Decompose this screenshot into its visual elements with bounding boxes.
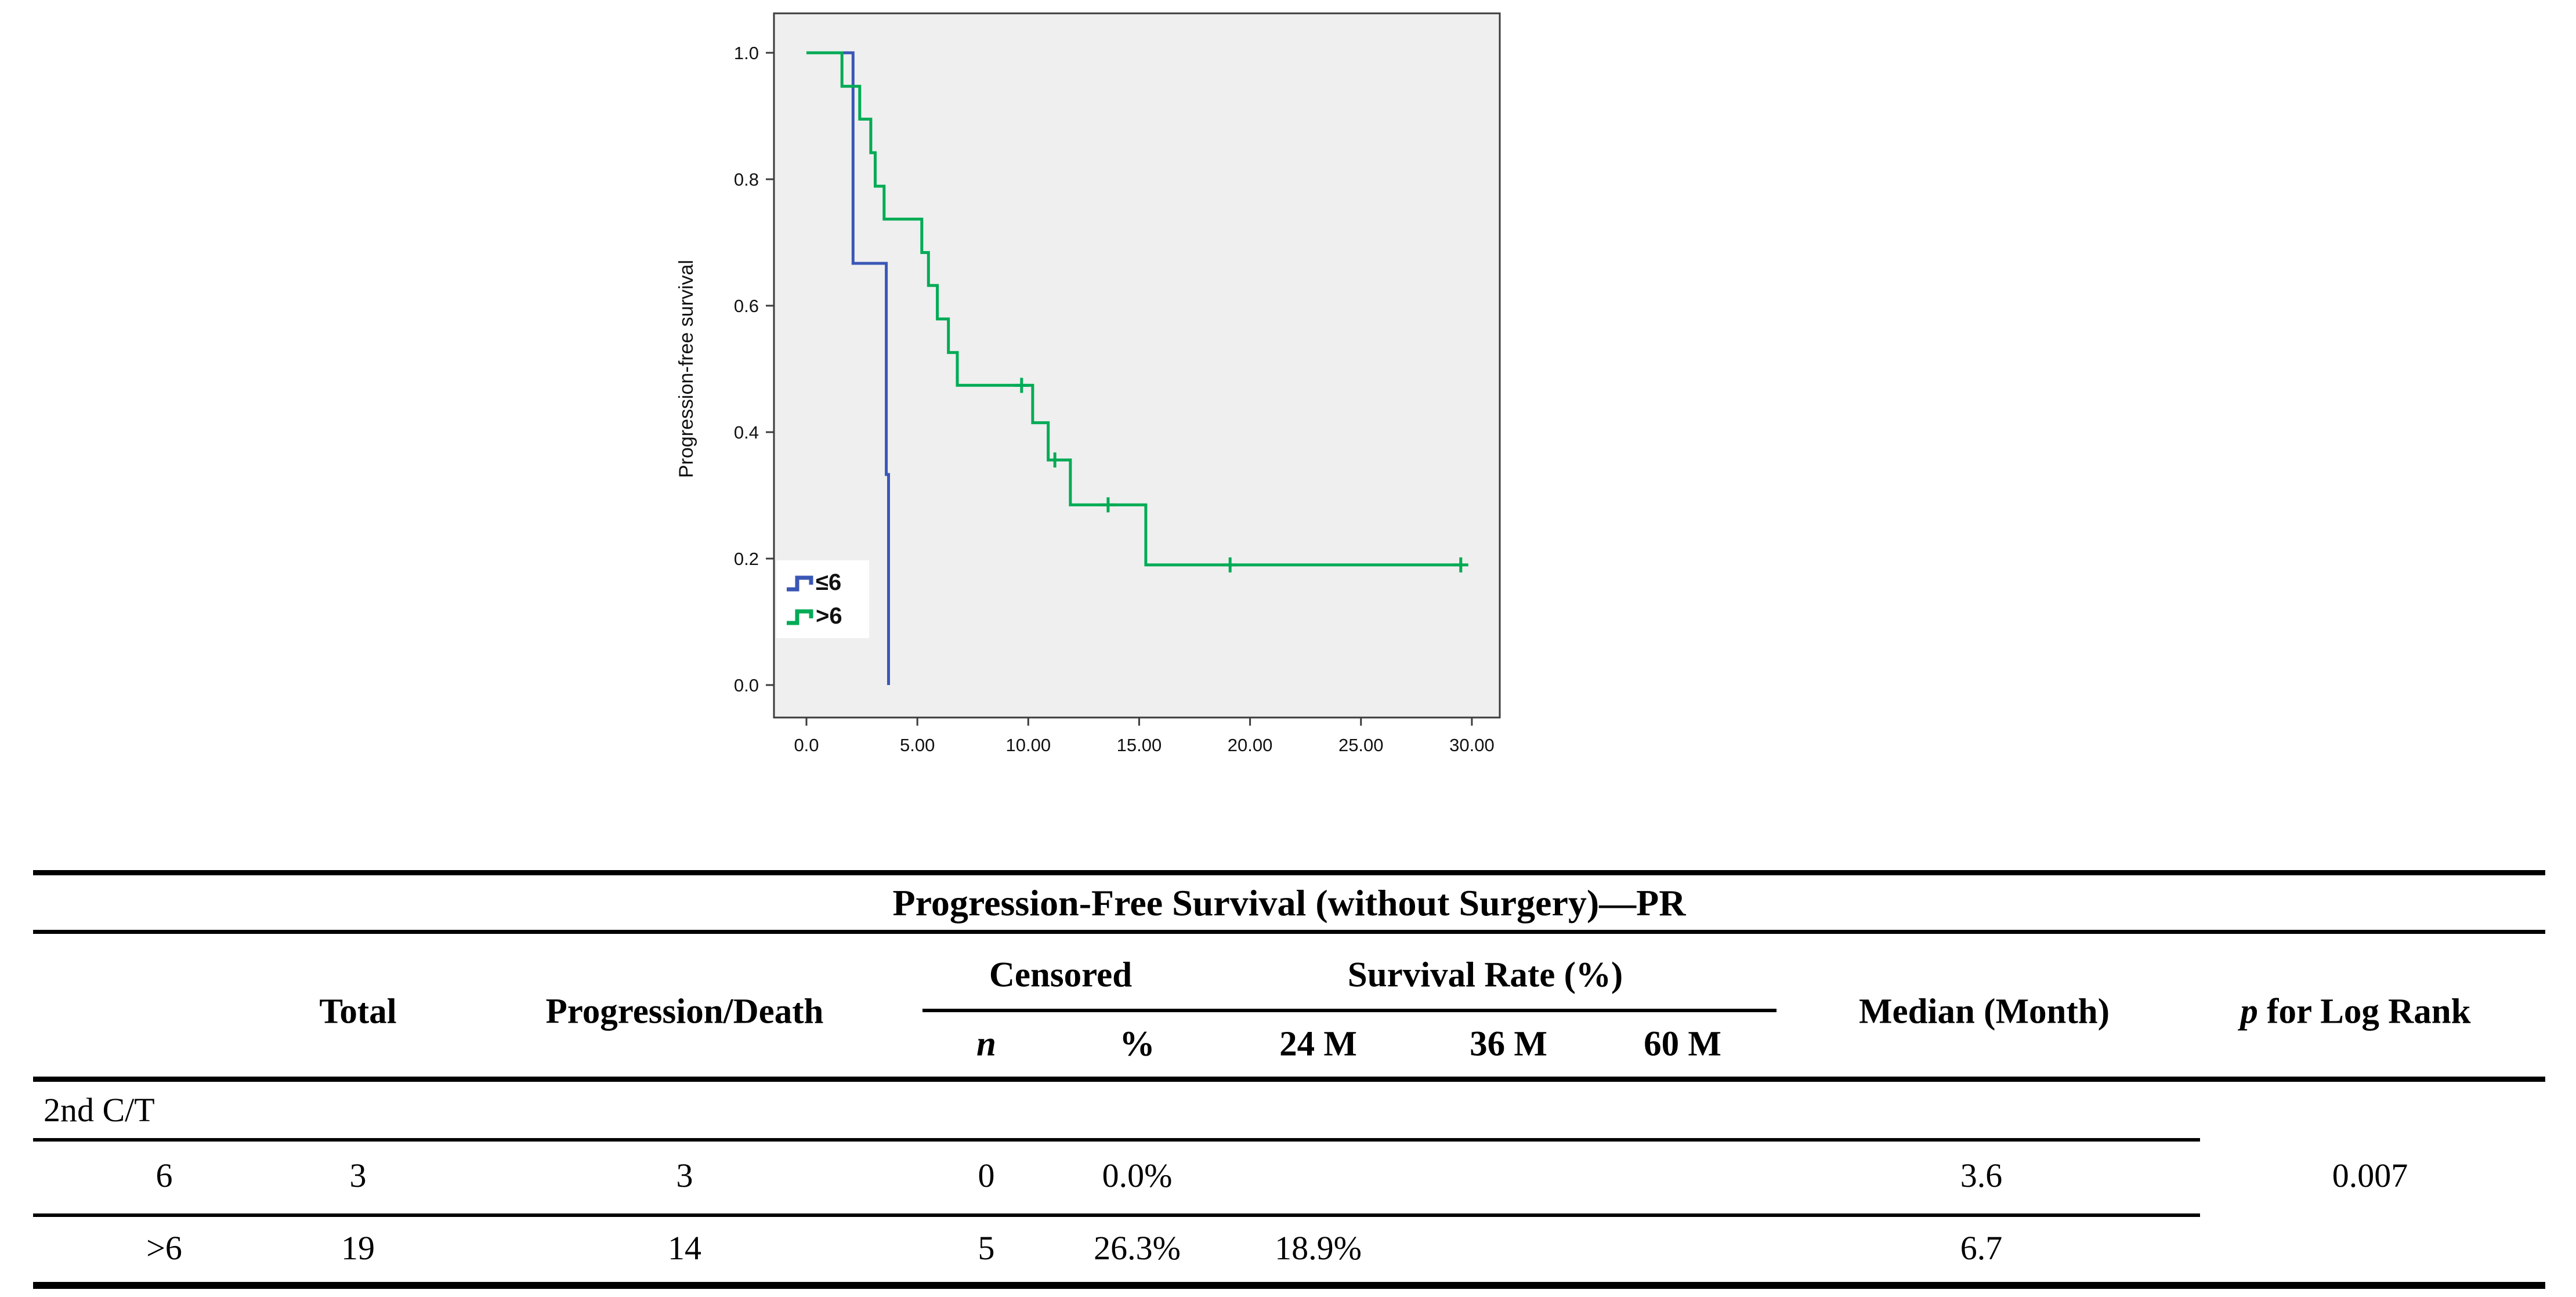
row2-24m: 18.9% [1275, 1229, 1362, 1267]
p-italic: p [2240, 992, 2258, 1031]
x-tick-label: 10.00 [1006, 735, 1051, 755]
row1-label: 6 [155, 1157, 173, 1194]
col-header-n: n [976, 1024, 996, 1064]
row2-label: >6 [146, 1229, 182, 1267]
row2-median: 6.7 [1960, 1229, 2003, 1267]
row1-censored-pct: 0.0% [1102, 1157, 1173, 1194]
col-header-censored: Censored [989, 955, 1133, 995]
group-underline-rule [922, 1009, 1777, 1012]
legend-label: >6 [816, 603, 842, 629]
col-header-p-log-rank: p for Log Rank [2240, 994, 2470, 1030]
group-row-label: 2nd C/T [44, 1091, 155, 1129]
row2-total: 19 [341, 1229, 375, 1267]
y-tick-label: 0.2 [734, 549, 759, 569]
col-header-median: Median (Month) [1858, 992, 2110, 1031]
legend-box [776, 560, 869, 638]
row1-censored-n: 0 [978, 1157, 995, 1194]
table-title: Progression-Free Survival (without Surge… [892, 882, 1686, 923]
row1-total: 3 [349, 1157, 367, 1194]
km-chart-svg: 0.0 5.00 10.00 15.00 20.00 25.00 30.00 0.0 0.2 0.… [675, 12, 1501, 755]
title-underline-rule [33, 930, 2545, 934]
p-rest: for Log Rank [2257, 992, 2471, 1031]
km-chart: 0.0 5.00 10.00 15.00 20.00 25.00 30.00 0.0 0.2 0.… [667, 0, 1537, 812]
row2-censored-pct: 26.3% [1094, 1229, 1181, 1267]
y-tick-label: 0.0 [734, 675, 759, 695]
legend-symbol [787, 575, 813, 592]
row1-median: 3.6 [1960, 1157, 2003, 1194]
row-divider-2 [33, 1213, 2200, 1217]
row-divider-1 [33, 1138, 2200, 1142]
plot-area [773, 12, 1501, 719]
col-header-36m: 36 M [1470, 1024, 1547, 1064]
row2-prog-death: 14 [668, 1229, 701, 1267]
header-bottom-rule [33, 1077, 2545, 1082]
col-header-progression-death: Progression/Death [545, 992, 824, 1031]
legend-symbol [787, 609, 813, 625]
y-tick-label: 0.4 [734, 422, 759, 443]
x-tick-label: 30.00 [1449, 735, 1495, 755]
row1-prog-death: 3 [676, 1157, 693, 1194]
row2-censored-n: 5 [978, 1229, 995, 1267]
y-tick-label: 0.6 [734, 296, 759, 316]
y-axis-title: Progression-free survival [675, 260, 697, 478]
table-bottom-rule [33, 1282, 2545, 1289]
col-header-survival-rate: Survival Rate (%) [1347, 955, 1623, 995]
x-tick-label: 25.00 [1338, 735, 1384, 755]
y-tick-label: 0.8 [734, 169, 759, 190]
col-header-percent: % [1119, 1024, 1155, 1064]
p-value: 0.007 [2332, 1157, 2408, 1194]
x-tick-label: 15.00 [1117, 735, 1162, 755]
col-header-60m: 60 M [1644, 1024, 1721, 1064]
table-top-rule [33, 870, 2545, 875]
x-tick-label: 0.0 [794, 735, 819, 755]
y-tick-label: 1.0 [734, 43, 759, 63]
x-tick-label: 5.00 [900, 735, 935, 755]
km-curve-≤6 [806, 51, 890, 685]
legend-label: ≤6 [816, 570, 841, 595]
x-tick-label: 20.00 [1228, 735, 1273, 755]
col-header-total: Total [319, 992, 397, 1031]
col-header-24m: 24 M [1279, 1024, 1357, 1064]
